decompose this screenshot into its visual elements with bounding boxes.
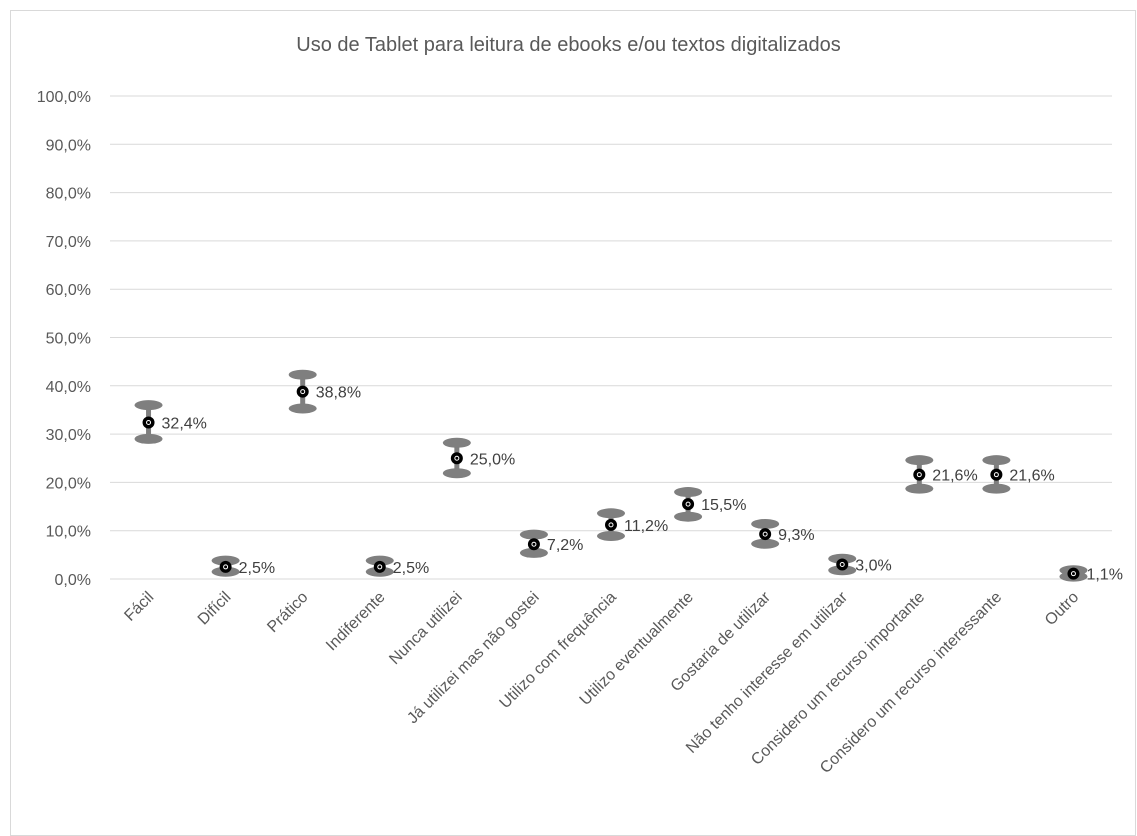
error-cap-upper — [134, 400, 163, 411]
data-point — [990, 468, 1003, 481]
data-point-center — [993, 472, 999, 478]
data-point-center — [377, 564, 383, 570]
data-label: 7,2% — [547, 537, 583, 554]
data-point-center — [223, 564, 229, 570]
x-tick-label: Não tenho interesse em utilizar — [683, 588, 851, 756]
data-point — [682, 498, 695, 511]
y-tick-label: 10,0% — [46, 524, 91, 541]
data-point — [759, 528, 772, 541]
chart-frame — [10, 10, 1136, 836]
data-point-center — [1070, 571, 1076, 577]
error-cap-upper — [751, 518, 780, 529]
data-label: 9,3% — [778, 527, 814, 544]
data-label: 3,0% — [855, 558, 891, 575]
data-point — [142, 416, 155, 429]
data-point — [836, 558, 849, 571]
data-point — [219, 560, 232, 573]
x-tick-label: Fácil — [121, 589, 157, 625]
data-point — [450, 452, 463, 465]
data-label: 2,5% — [239, 560, 275, 577]
data-label: 1,1% — [1086, 567, 1122, 584]
data-point-center — [300, 389, 306, 395]
data-label: 38,8% — [316, 385, 361, 402]
data-point — [296, 385, 309, 398]
data-point-center — [531, 541, 537, 547]
data-label: 15,5% — [701, 497, 746, 514]
error-cap-lower — [288, 403, 317, 414]
error-cap-upper — [519, 529, 548, 540]
error-cap-upper — [905, 455, 934, 466]
error-cap-lower — [674, 511, 703, 522]
y-tick-label: 100,0% — [37, 89, 91, 106]
data-point-center — [762, 531, 768, 537]
x-tick-label: Nunca utilizei — [386, 589, 465, 668]
y-tick-label: 0,0% — [55, 572, 91, 589]
x-tick-label: Difícil — [195, 589, 235, 629]
data-point-center — [685, 501, 691, 507]
error-cap-lower — [134, 433, 163, 444]
data-point — [373, 560, 386, 573]
x-tick-label: Já utilizei mas não gostei — [404, 589, 542, 727]
error-cap-upper — [288, 369, 317, 380]
data-point — [913, 468, 926, 481]
error-cap-upper — [211, 555, 240, 566]
data-point — [527, 538, 540, 551]
data-label: 2,5% — [393, 560, 429, 577]
y-tick-label: 20,0% — [46, 475, 91, 492]
error-cap-upper — [982, 455, 1011, 466]
data-label: 11,2% — [624, 518, 668, 535]
error-cap-upper — [442, 437, 471, 448]
data-label: 32,4% — [162, 416, 207, 433]
y-tick-label: 40,0% — [46, 379, 91, 396]
error-cap-lower — [519, 547, 548, 558]
x-tick-label: Prático — [264, 589, 311, 636]
error-cap-upper — [674, 487, 703, 498]
y-tick-label: 60,0% — [46, 282, 91, 299]
data-point-center — [839, 562, 845, 568]
data-point-center — [608, 522, 614, 528]
data-point-center — [916, 472, 922, 478]
error-cap-lower — [905, 483, 934, 494]
y-tick-label: 50,0% — [46, 331, 91, 348]
error-cap-upper — [597, 508, 625, 519]
error-cap-lower — [597, 531, 625, 542]
data-point-center — [146, 420, 152, 426]
data-point — [605, 518, 617, 531]
data-point-center — [454, 455, 460, 461]
y-tick-label: 70,0% — [46, 234, 91, 251]
data-point — [1067, 567, 1080, 580]
error-cap-lower — [982, 483, 1011, 494]
y-tick-label: 90,0% — [46, 137, 91, 154]
y-tick-label: 80,0% — [46, 186, 91, 203]
error-cap-lower — [751, 538, 780, 549]
x-tick-label: Indiferente — [323, 589, 389, 655]
error-cap-lower — [442, 468, 471, 479]
data-label: 21,6% — [1009, 468, 1054, 485]
chart-title: Uso de Tablet para leitura de ebooks e/o… — [296, 34, 841, 56]
x-tick-label: Considero um recurso importante — [748, 589, 928, 769]
x-tick-label: Outro — [1042, 589, 1082, 629]
error-cap-upper — [365, 555, 394, 566]
y-tick-label: 30,0% — [46, 427, 91, 444]
data-label: 25,0% — [470, 451, 515, 468]
data-label: 21,6% — [932, 468, 977, 485]
